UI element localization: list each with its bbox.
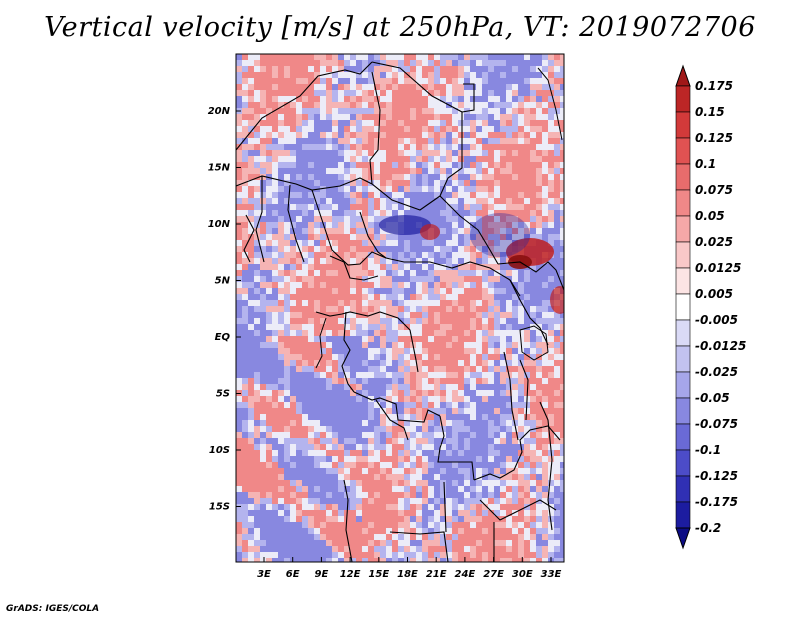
colorbar-cell <box>675 475 691 503</box>
colorbar-label: 0.075 <box>695 183 733 197</box>
colorbar-label: 0.0125 <box>695 261 741 275</box>
lon-label: 27E <box>483 569 504 580</box>
colorbar-cell <box>675 345 691 373</box>
colorbar-cap-top <box>675 64 691 87</box>
colorbar-label: 0.025 <box>695 235 733 249</box>
colorbar-cell <box>675 215 691 243</box>
lon-label: 33E <box>541 569 562 580</box>
colorbar-cell <box>675 319 691 347</box>
colorbar-cell <box>675 397 691 425</box>
colorbar-cell <box>675 267 691 295</box>
colorbar-label: -0.025 <box>695 365 738 379</box>
lon-label: 18E <box>397 569 418 580</box>
lon-label: 9E <box>315 569 329 580</box>
colorbar-cell <box>675 501 691 529</box>
colorbar-label: -0.05 <box>695 391 730 405</box>
colorbar-cell <box>675 85 691 113</box>
lat-label: 15S <box>209 502 230 513</box>
colorbar-cell <box>675 293 691 321</box>
lat-label: 15N <box>208 163 231 174</box>
colorbar-label: -0.125 <box>695 469 738 483</box>
colorbar-cell <box>675 189 691 217</box>
colorbar-cell <box>675 423 691 451</box>
colorbar-label: 0.005 <box>695 287 733 301</box>
lon-label: 30E <box>512 569 533 580</box>
colorbar-label: 0.15 <box>695 105 725 119</box>
lat-label: 10N <box>208 219 231 230</box>
colorbar-label: -0.005 <box>695 313 738 327</box>
lat-label: 20N <box>208 106 231 117</box>
lon-label: 15E <box>368 569 389 580</box>
lon-label: 3E <box>257 569 271 580</box>
lat-label: 5N <box>215 276 231 287</box>
colorbar-cell <box>675 371 691 399</box>
lat-label: 5S <box>216 389 230 400</box>
chart-title: Vertical velocity [m/s] at 250hPa, VT: 2… <box>44 12 756 43</box>
colorbar-cell <box>675 449 691 477</box>
lon-label: 21E <box>426 569 447 580</box>
lat-label: EQ <box>215 332 231 343</box>
colorbar-label: -0.075 <box>695 417 738 431</box>
lon-label: 6E <box>286 569 300 580</box>
colorbar-label: -0.175 <box>695 495 738 509</box>
colorbar: 0.175 0.15 0.125 0.1 0.075 0.05 0.025 0.0125 0.0… <box>675 64 746 550</box>
lon-label: 12E <box>340 569 361 580</box>
map-frame <box>235 53 565 563</box>
colorbar-label: -0.0125 <box>695 339 746 353</box>
colorbar-cell <box>675 163 691 191</box>
colorbar-label: 0.1 <box>695 157 716 171</box>
colorbar-label: -0.1 <box>695 443 721 457</box>
colorbar-cell <box>675 137 691 165</box>
colorbar-label: 0.125 <box>695 131 733 145</box>
colorbar-label: -0.2 <box>695 521 721 535</box>
colorbar-label: 0.05 <box>695 209 725 223</box>
colorbar-cap-bottom <box>675 527 691 550</box>
lon-label: 24E <box>455 569 476 580</box>
velocity-field <box>236 54 564 562</box>
country-borders <box>236 61 564 562</box>
colorbar-cell <box>675 111 691 139</box>
latitude-axis: 20N 15N 10N 5N EQ 5S 10S 15S <box>208 106 241 513</box>
lat-label: 10S <box>209 445 230 456</box>
colorbar-label: 0.175 <box>695 79 733 93</box>
grads-credit: GrADS: IGES/COLA <box>6 604 100 614</box>
longitude-axis: 3E 6E 9E 12E 15E 18E 21E 24E 27E 30E 33E <box>257 557 562 580</box>
colorbar-cell <box>675 241 691 269</box>
